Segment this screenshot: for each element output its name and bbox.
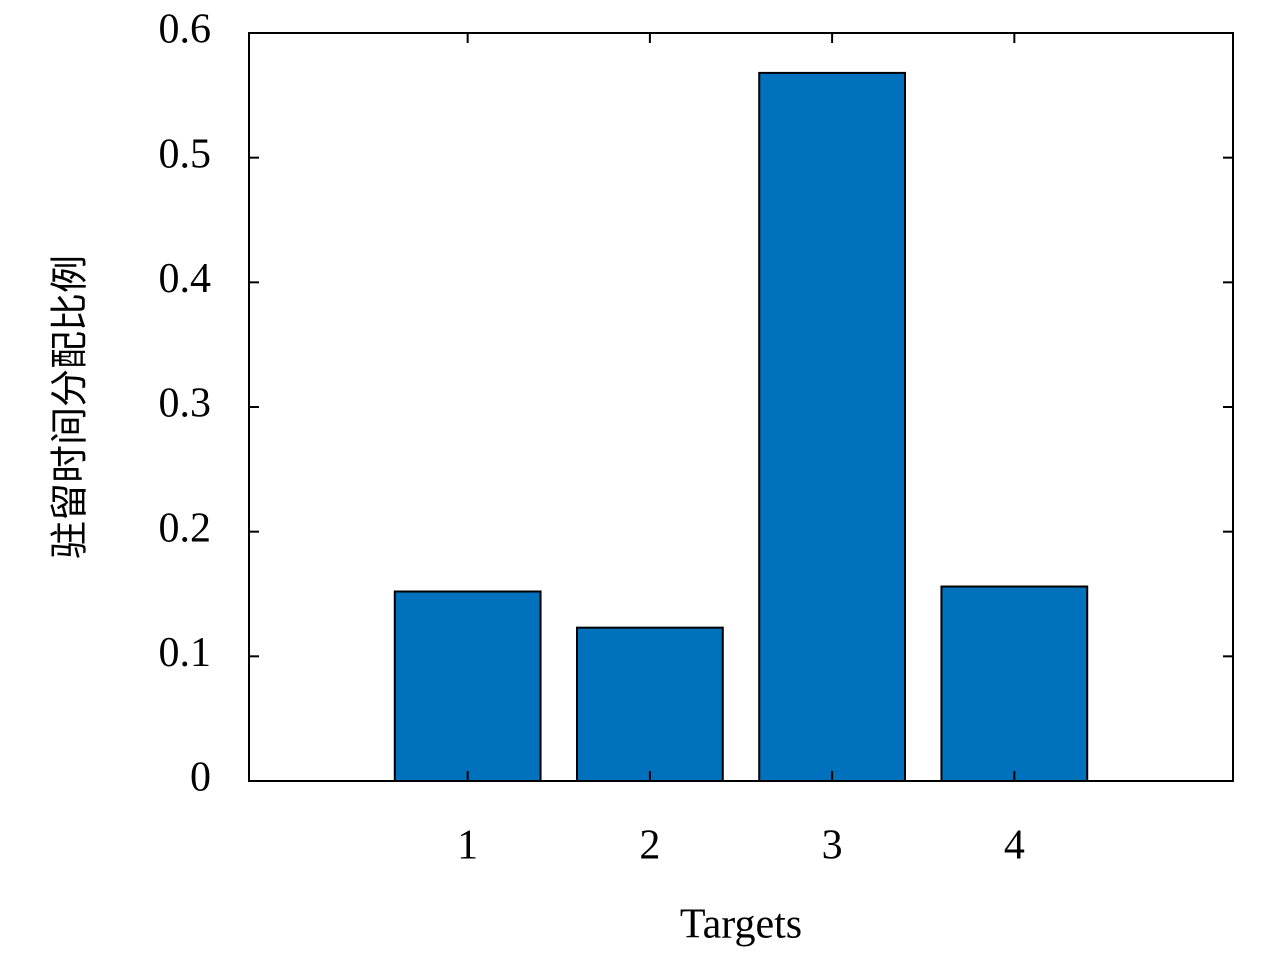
y-tick-label: 0.6 xyxy=(159,7,212,53)
bar xyxy=(576,626,724,782)
x-tick-label: 2 xyxy=(639,823,660,869)
y-tick-label: 0 xyxy=(190,755,211,801)
y-tick-label: 0.3 xyxy=(159,381,212,427)
y-tick-label: 0.1 xyxy=(159,630,212,676)
y-axis-label: 驻留时间分配比例 xyxy=(48,255,92,559)
x-axis-label: Targets xyxy=(680,902,802,948)
bar xyxy=(940,585,1089,783)
y-tick-label: 0.4 xyxy=(159,256,212,302)
y-tick-label: 0.2 xyxy=(159,505,212,551)
y-tick-label: 0.5 xyxy=(159,131,212,177)
x-tick-label: 1 xyxy=(457,823,478,869)
bar xyxy=(393,590,542,782)
x-tick-label: 4 xyxy=(1004,823,1025,869)
x-tick-label: 3 xyxy=(822,823,843,869)
bar xyxy=(758,71,906,783)
